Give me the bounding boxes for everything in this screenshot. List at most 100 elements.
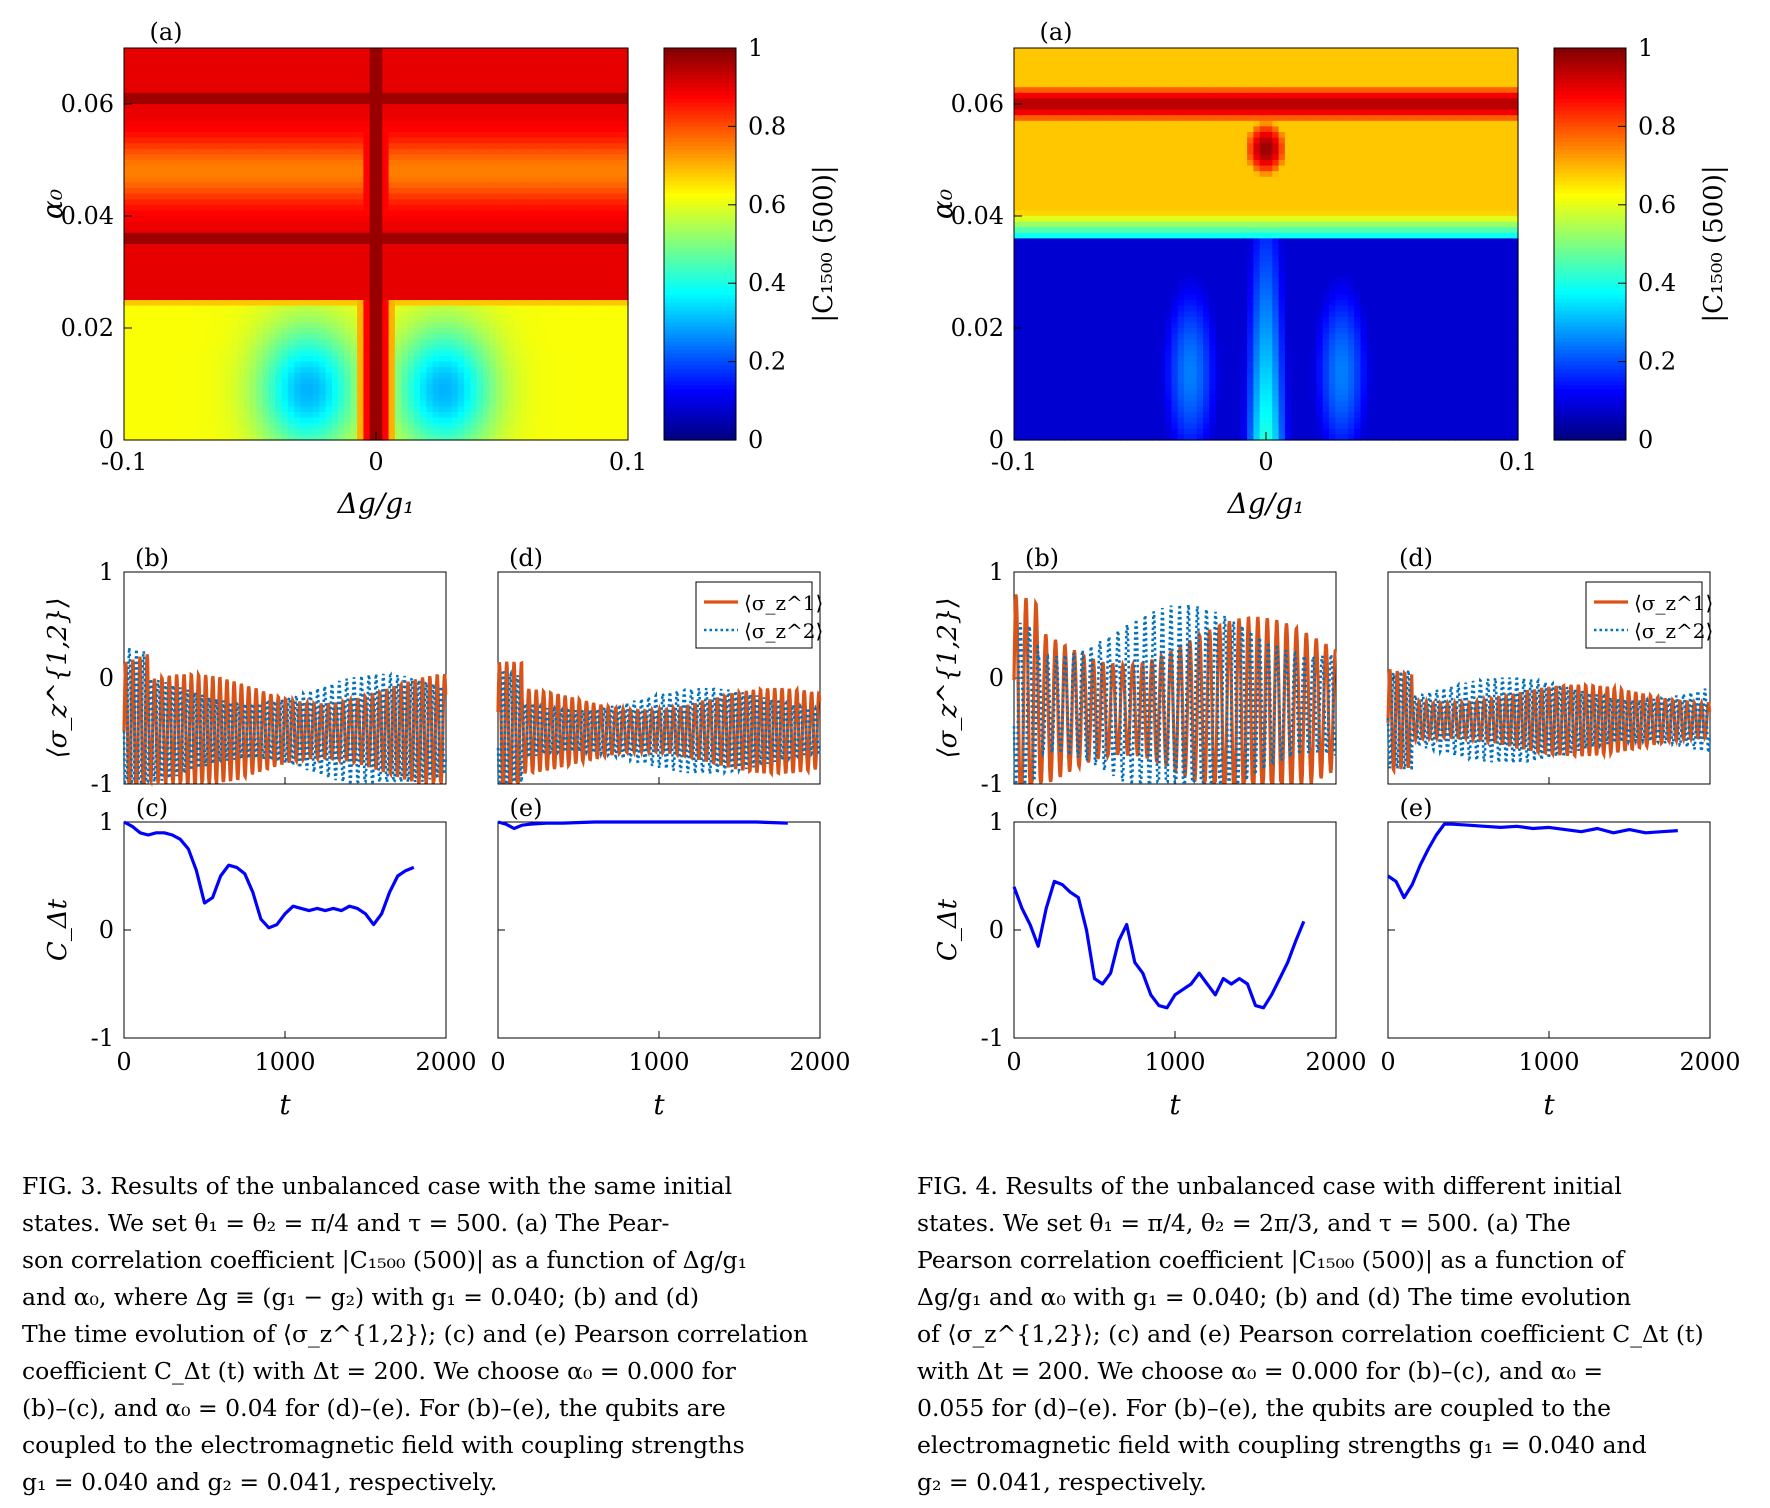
heatmap-cell bbox=[338, 311, 346, 318]
heatmap-cell bbox=[268, 395, 276, 402]
heatmap-cell bbox=[325, 238, 333, 245]
heatmap-cell bbox=[130, 87, 138, 94]
heatmap-cell bbox=[325, 406, 333, 413]
heatmap-cell bbox=[268, 98, 276, 105]
heatmap-cell bbox=[439, 53, 446, 60]
heatmap-cell bbox=[325, 92, 333, 99]
heatmap-cell bbox=[187, 400, 194, 407]
heatmap-cell bbox=[268, 154, 276, 161]
heatmap-cell bbox=[476, 378, 484, 385]
heatmap-cell bbox=[407, 126, 415, 133]
heatmap-cell bbox=[369, 199, 377, 206]
heatmap-cell bbox=[502, 344, 509, 351]
heatmap-cell bbox=[413, 104, 421, 111]
heatmap-cell bbox=[193, 204, 201, 211]
heatmap-cell bbox=[187, 227, 194, 234]
heatmap-cell bbox=[136, 266, 144, 273]
heatmap-cell bbox=[489, 171, 497, 178]
heatmap-cell bbox=[193, 76, 201, 83]
heatmap-cell bbox=[331, 148, 339, 155]
heatmap-cell bbox=[199, 104, 207, 111]
heatmap-cell bbox=[363, 412, 371, 419]
heatmap-cell bbox=[243, 193, 251, 200]
heatmap-cell bbox=[161, 305, 169, 312]
heatmap-cell bbox=[350, 339, 358, 346]
heatmap-cell bbox=[483, 126, 490, 133]
heatmap-cell bbox=[180, 232, 188, 239]
heatmap-cell bbox=[420, 148, 427, 155]
heatmap-cell bbox=[205, 216, 213, 223]
heatmap-cell bbox=[508, 249, 516, 256]
heatmap-cell bbox=[388, 244, 396, 251]
heatmap-cell bbox=[224, 428, 232, 435]
heatmap-cell bbox=[394, 400, 402, 407]
heatmap-cell bbox=[124, 344, 131, 351]
heatmap-cell bbox=[331, 120, 339, 127]
heatmap-cell bbox=[174, 434, 182, 441]
heatmap-cell bbox=[287, 294, 295, 301]
heatmap-cell bbox=[394, 227, 402, 234]
heatmap-cell bbox=[161, 244, 169, 251]
heatmap-cell bbox=[168, 76, 175, 83]
heatmap-cell bbox=[520, 199, 528, 206]
heatmap-cell bbox=[432, 204, 440, 211]
heatmap-cell bbox=[287, 154, 295, 161]
heatmap-cell bbox=[319, 182, 327, 189]
heatmap-cell bbox=[363, 272, 371, 279]
heatmap-cell bbox=[300, 305, 308, 312]
heatmap-cell bbox=[432, 378, 440, 385]
heatmap-cell bbox=[495, 361, 503, 368]
heatmap-cell bbox=[489, 120, 497, 127]
heatmap-cell bbox=[495, 238, 503, 245]
heatmap-cell bbox=[306, 311, 314, 318]
heatmap-cell bbox=[382, 92, 390, 99]
heatmap-cell bbox=[130, 378, 138, 385]
heatmap-cell bbox=[338, 350, 346, 357]
heatmap-cell bbox=[401, 199, 409, 206]
heatmap-cell bbox=[275, 277, 283, 284]
heatmap-cell bbox=[281, 400, 289, 407]
heatmap-cell bbox=[319, 294, 327, 301]
heatmap-cell bbox=[432, 311, 440, 318]
heatmap-cell bbox=[187, 148, 194, 155]
heatmap-cell bbox=[161, 59, 169, 66]
heatmap-cell bbox=[124, 199, 131, 206]
heatmap-cell bbox=[476, 328, 484, 335]
heatmap-cell bbox=[546, 182, 553, 189]
heatmap-cell bbox=[514, 389, 522, 396]
heatmap-cell bbox=[413, 59, 421, 66]
heatmap-cell bbox=[439, 283, 446, 290]
heatmap-cell bbox=[432, 412, 440, 419]
heatmap-cell bbox=[338, 417, 346, 424]
heatmap-cell bbox=[552, 104, 560, 111]
heatmap-cell bbox=[124, 361, 131, 368]
heatmap-cell bbox=[350, 283, 358, 290]
heatmap-cell bbox=[369, 171, 377, 178]
heatmap-cell bbox=[237, 238, 245, 245]
heatmap-cell bbox=[319, 227, 327, 234]
heatmap-cell bbox=[369, 160, 377, 167]
heatmap-cell bbox=[565, 372, 572, 379]
heatmap-cell bbox=[287, 412, 295, 419]
heatmap-cell bbox=[470, 143, 478, 150]
heatmap-cell bbox=[149, 92, 157, 99]
heatmap-cell bbox=[268, 417, 276, 424]
heatmap-cell bbox=[319, 53, 327, 60]
heatmap-cell bbox=[382, 372, 390, 379]
heatmap-cell bbox=[502, 154, 509, 161]
heatmap-cell bbox=[161, 81, 169, 88]
heatmap-cell bbox=[155, 204, 163, 211]
heatmap-cell bbox=[256, 171, 264, 178]
heatmap-cell bbox=[565, 199, 572, 206]
heatmap-cell bbox=[218, 48, 226, 55]
heatmap-cell bbox=[149, 98, 157, 105]
heatmap-cell bbox=[174, 272, 182, 279]
heatmap-cell bbox=[502, 87, 509, 94]
heatmap-cell bbox=[124, 305, 131, 312]
heatmap-cell bbox=[520, 193, 528, 200]
heatmap-cell bbox=[546, 372, 553, 379]
heatmap-cell bbox=[218, 154, 226, 161]
heatmap-cell bbox=[161, 417, 169, 424]
heatmap-cell bbox=[350, 204, 358, 211]
heatmap-cell bbox=[130, 384, 138, 391]
